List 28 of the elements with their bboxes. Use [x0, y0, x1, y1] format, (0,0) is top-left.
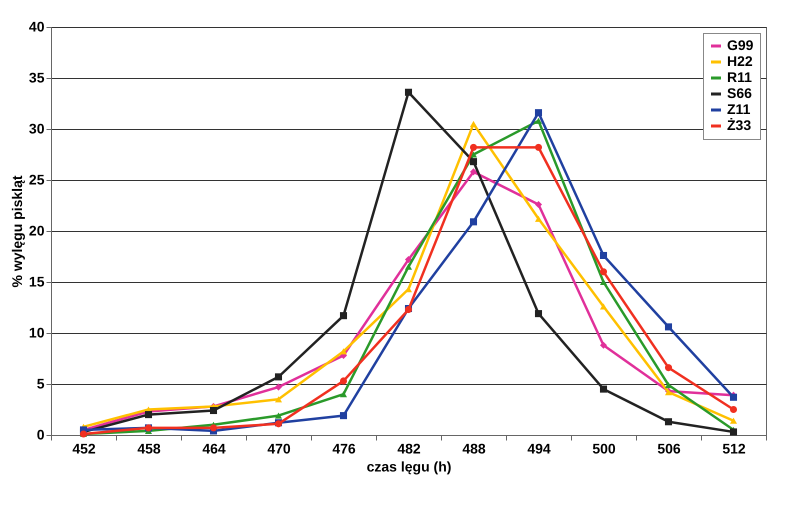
x-tick-label: 500 [592, 440, 616, 456]
x-tick-label: 470 [267, 440, 291, 456]
legend-label: Ż33 [727, 117, 752, 133]
x-tick-label: 488 [462, 440, 486, 456]
y-tick-label: 30 [28, 120, 45, 136]
x-tick-label: 512 [722, 440, 746, 456]
legend-label: S66 [727, 85, 752, 101]
y-tick-label: 15 [28, 274, 45, 290]
y-tick-label: 10 [28, 324, 45, 340]
legend-label: G99 [727, 37, 754, 53]
x-axis-title: czas lęgu (h) [366, 458, 452, 474]
x-tick-label: 464 [202, 440, 226, 456]
x-tick-label: 476 [332, 440, 356, 456]
x-tick-label: 506 [657, 440, 681, 456]
legend-label: H22 [727, 53, 753, 69]
x-tick-label: 494 [527, 440, 551, 456]
y-axis-title: % wylęgu piskląt [8, 175, 25, 288]
legend-label: Z11 [727, 101, 751, 117]
legend-label: R11 [727, 69, 752, 85]
y-tick-label: 40 [28, 18, 45, 34]
x-tick-label: 482 [397, 440, 421, 456]
y-tick-label: 25 [28, 172, 45, 188]
y-tick-label: 20 [28, 222, 45, 238]
x-tick-label: 458 [137, 440, 161, 456]
y-tick-label: 5 [36, 376, 45, 392]
x-tick-label: 452 [72, 440, 96, 456]
y-tick-label: 35 [28, 70, 45, 86]
y-tick-label: 0 [36, 426, 45, 442]
